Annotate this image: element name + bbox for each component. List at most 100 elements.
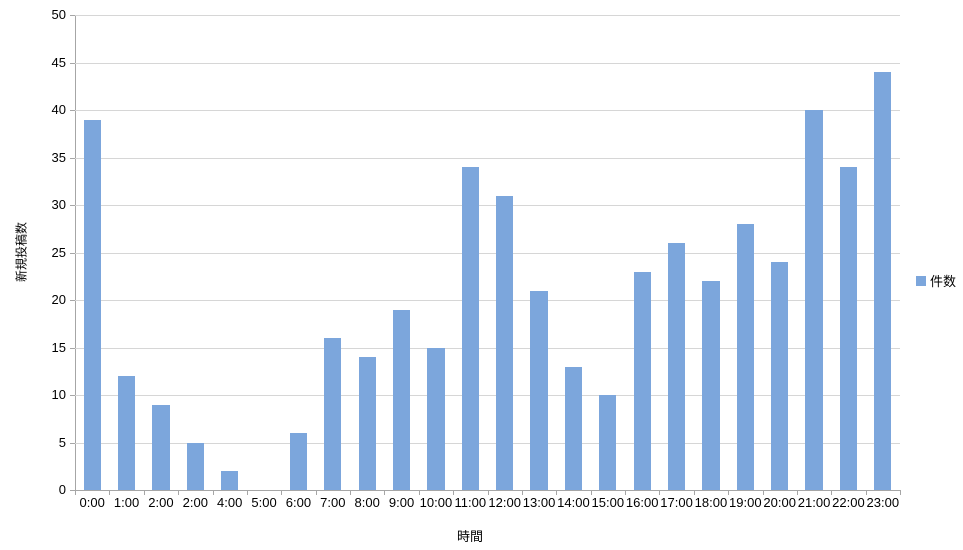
- y-axis-tick: [70, 157, 75, 159]
- x-tick-label: 9:00: [388, 495, 415, 510]
- x-axis-tick: [659, 491, 661, 495]
- grid-line: [75, 110, 900, 111]
- x-axis-tick: [865, 491, 867, 495]
- bar: [599, 395, 617, 490]
- legend-swatch-icon: [916, 275, 926, 286]
- bar: [805, 110, 823, 490]
- bar: [427, 347, 445, 490]
- x-tick-label: 1:00: [113, 495, 140, 510]
- grid-line: [75, 157, 900, 159]
- x-axis-tick: [900, 491, 901, 495]
- x-tick-label: 12:00: [488, 495, 521, 510]
- x-tick-label: 8:00: [354, 495, 380, 510]
- y-axis-tick: [70, 442, 75, 444]
- bar: [324, 338, 342, 490]
- x-axis-line: [75, 490, 901, 491]
- bar: [289, 433, 308, 490]
- x-axis-tick: [418, 491, 420, 495]
- y-tick-label: 25: [51, 244, 66, 260]
- x-tick-label: 10:00: [419, 495, 453, 510]
- y-tick-label: 30: [51, 197, 66, 212]
- grid-line: [75, 442, 900, 444]
- x-tick-label: 15:00: [591, 495, 625, 510]
- x-tick-label: 23:00: [866, 495, 900, 510]
- x-axis-tick: [178, 491, 180, 495]
- x-axis-tick: [109, 491, 111, 495]
- y-tick-label: 15: [51, 339, 66, 355]
- x-tick-label: 19:00: [729, 495, 762, 510]
- x-tick-label: 13:00: [522, 495, 556, 510]
- bar: [874, 72, 892, 490]
- x-tick-label: 14:00: [557, 495, 590, 510]
- y-tick-label: 0: [58, 482, 66, 497]
- grid-line: [75, 252, 900, 254]
- x-tick-label: 21:00: [797, 495, 831, 510]
- bar: [83, 119, 101, 490]
- x-tick-label: 5:00: [251, 495, 277, 510]
- grid-line: [75, 300, 900, 301]
- x-axis-tick: [350, 491, 351, 495]
- bar: [771, 262, 789, 490]
- y-axis-tick: [70, 15, 75, 16]
- x-axis-tick: [315, 491, 317, 495]
- y-axis-tick: [70, 205, 75, 206]
- y-axis-tick: [70, 110, 75, 111]
- x-tick-label: 17:00: [660, 495, 693, 510]
- x-axis-tick: [212, 491, 214, 495]
- grid-line: [75, 205, 900, 206]
- bar: [358, 357, 376, 490]
- x-axis-tick: [693, 491, 695, 495]
- bar: [633, 271, 651, 490]
- x-axis-tick: [487, 491, 489, 495]
- x-tick-label: 22:00: [832, 495, 865, 510]
- x-axis-tick: [762, 491, 764, 495]
- y-tick-label: 40: [51, 102, 66, 117]
- bar: [152, 404, 170, 490]
- x-tick-label: 11:00: [454, 495, 487, 510]
- x-axis-tick: [384, 491, 386, 495]
- y-axis-tick: [70, 300, 75, 301]
- legend-label: 件数: [930, 274, 957, 289]
- bar: [667, 243, 686, 490]
- bar: [736, 224, 754, 490]
- x-tick-label: 6:00: [285, 495, 312, 510]
- x-tick-label: 2:00: [182, 495, 208, 510]
- x-tick-label: 16:00: [625, 495, 659, 510]
- bar: [564, 366, 583, 490]
- y-tick-label: 50: [51, 7, 66, 22]
- x-axis-tick: [246, 491, 248, 495]
- bar: [392, 309, 411, 490]
- y-axis-tick: [70, 395, 75, 396]
- x-axis-tick: [556, 491, 558, 495]
- x-axis-title: 時間: [456, 529, 483, 544]
- x-tick-label: 18:00: [694, 495, 728, 510]
- x-axis-tick: [831, 491, 833, 495]
- y-axis-tick: [70, 252, 75, 254]
- x-axis-tick: [625, 491, 626, 495]
- y-axis-tick: [70, 347, 75, 349]
- x-tick-label: 4:00: [217, 495, 243, 510]
- x-axis-tick: [521, 491, 523, 495]
- x-tick-label: 0:00: [79, 495, 105, 510]
- y-axis-tick: [70, 490, 75, 491]
- y-tick-label: 45: [51, 54, 66, 70]
- grid-line: [75, 15, 900, 16]
- x-axis-tick: [143, 491, 145, 495]
- x-axis-tick: [75, 491, 76, 495]
- x-tick-label: 7:00: [320, 495, 346, 510]
- grid-line: [75, 347, 900, 349]
- bar: [496, 195, 514, 490]
- x-tick-label: 20:00: [763, 495, 796, 510]
- legend: 件数: [916, 271, 956, 290]
- x-axis-tick: [453, 491, 455, 495]
- y-tick-label: 20: [51, 292, 66, 307]
- x-axis-tick: [590, 491, 592, 495]
- x-axis-tick: [796, 491, 798, 495]
- bar: [530, 290, 548, 490]
- bar: [839, 167, 858, 490]
- x-tick-label: 2:00: [148, 495, 174, 510]
- y-axis-tick: [70, 62, 75, 64]
- grid-line: [75, 395, 900, 396]
- y-tick-label: 10: [51, 387, 66, 402]
